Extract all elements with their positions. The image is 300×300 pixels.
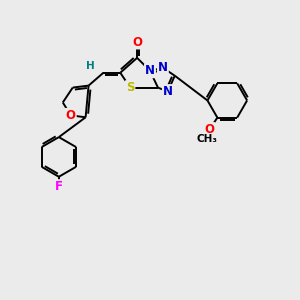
Text: S: S bbox=[126, 81, 134, 94]
Text: N: N bbox=[163, 85, 173, 98]
Text: CH₃: CH₃ bbox=[197, 134, 218, 144]
Text: O: O bbox=[204, 123, 214, 136]
Text: H: H bbox=[86, 61, 95, 71]
Text: F: F bbox=[55, 180, 63, 193]
Text: O: O bbox=[132, 35, 142, 49]
Text: O: O bbox=[66, 109, 76, 122]
Text: N: N bbox=[145, 64, 155, 77]
Text: N: N bbox=[158, 61, 168, 74]
